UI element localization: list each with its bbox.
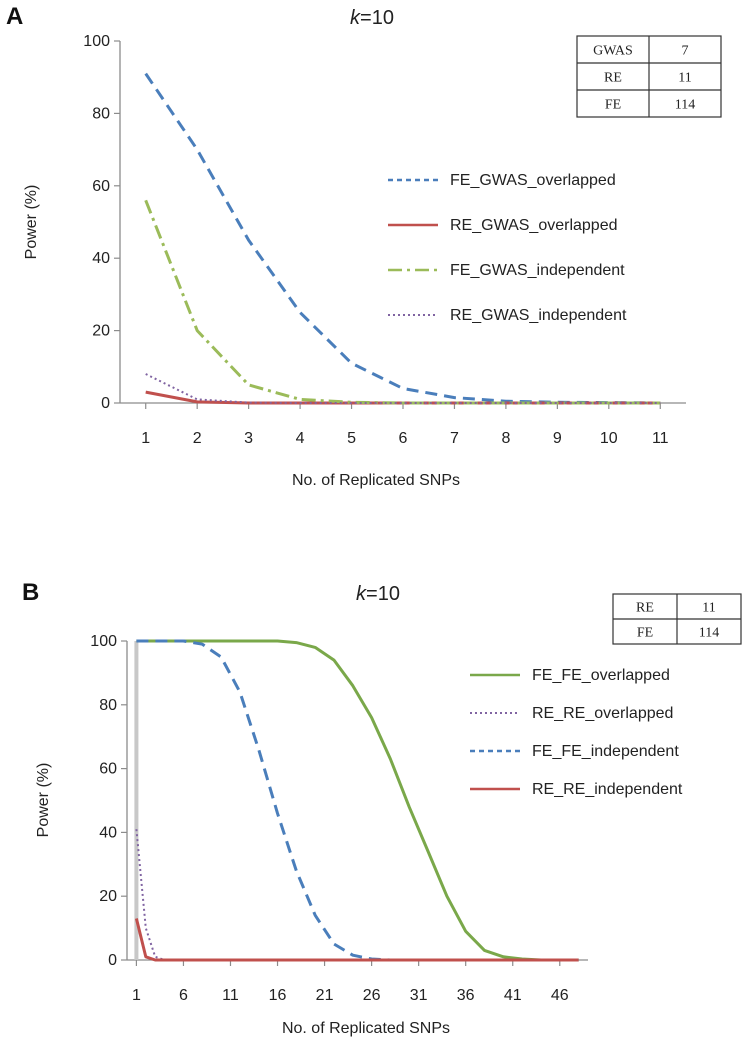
panel-b-legend-label: FE_FE_overlapped (532, 667, 670, 684)
panel-a-letter: A (6, 3, 23, 30)
panel-a-x-tick-label: 2 (193, 430, 202, 447)
panel-a-x-tick-label: 8 (501, 430, 510, 447)
panel-a-table-cell-label: RE (604, 71, 622, 86)
panel-b-x-tick-label: 46 (551, 987, 569, 1004)
panel-a-legend-label: FE_GWAS_independent (450, 262, 625, 279)
panel-b-x-tick-label: 21 (316, 987, 334, 1004)
panel-a-y-tick-label: 40 (92, 250, 110, 267)
panel-a-series-fe-gwas-independent (144, 199, 661, 405)
panel-a-x-tick-label: 10 (600, 430, 618, 447)
panel-b-title-k: k (356, 583, 367, 605)
panel-b-legend-label: FE_FE_independent (532, 743, 679, 760)
panel-b-x-tick-label: 11 (222, 987, 239, 1004)
panel-b-x-tick-label: 41 (504, 987, 522, 1004)
panel-a-y-tick-label: 0 (101, 395, 110, 412)
panel-b-x-tick-label: 6 (179, 987, 188, 1004)
panel-b-table-cell-label: FE (637, 626, 653, 641)
panel-b-table-cell-value: 114 (699, 626, 719, 641)
panel-b-legend-label: RE_RE_overlapped (532, 705, 673, 722)
panel-a-y-tick-label: 60 (92, 178, 110, 195)
panel-a-legend-label: RE_GWAS_overlapped (450, 217, 618, 234)
panel-a-series-fe-gwas-overlapped (144, 72, 661, 405)
panel-a-title-value: =10 (360, 7, 394, 29)
panel-a-y-tick-label: 20 (92, 323, 110, 340)
panel-b-series-re-re-overlapped (135, 829, 579, 961)
panel-b-title-value: =10 (366, 583, 400, 605)
panel-b-y-tick-label: 20 (99, 888, 117, 905)
panel-b-x-tick-label: 36 (457, 987, 475, 1004)
panel-a-legend-label: RE_GWAS_independent (450, 307, 627, 324)
panel-a-table-cell-value: 7 (682, 44, 689, 59)
panel-a-table-cell-value: 114 (675, 98, 695, 113)
panel-a-x-tick-label: 11 (652, 430, 669, 447)
panel-b-table-cell-value: 11 (702, 601, 715, 616)
panel-b-y-tick-label: 100 (90, 633, 117, 650)
panel-a-x-tick-label: 6 (399, 430, 408, 447)
panel-b-y-tick-label: 0 (108, 952, 117, 969)
panel-a-x-tick-label: 9 (553, 430, 562, 447)
panel-a-legend-label: FE_GWAS_overlapped (450, 172, 616, 189)
panel-b-y-tick-label: 40 (99, 824, 117, 841)
panel-a-x-axis-label: No. of Replicated SNPs (292, 472, 460, 489)
panel-b-x-axis-label: No. of Replicated SNPs (282, 1020, 450, 1037)
panel-a-table-cell-value: 11 (678, 71, 691, 86)
panel-a-x-tick-label: 4 (296, 430, 305, 447)
panel-a-y-tick-label: 80 (92, 105, 110, 122)
panel-b-x-tick-label: 1 (132, 987, 141, 1004)
panel-a-title: k=10 (350, 7, 394, 29)
panel-b-title: k=10 (356, 583, 400, 605)
panel-a-table-cell-label: GWAS (593, 44, 633, 59)
panel-a-title-k: k (350, 7, 361, 29)
panel-a-x-tick-label: 5 (347, 430, 356, 447)
panel-b-y-axis-label: Power (%) (35, 763, 52, 838)
panel-b-x-tick-label: 26 (363, 987, 381, 1004)
panel-b-x-tick-label: 31 (410, 987, 428, 1004)
panel-b-table-cell-label: RE (636, 601, 654, 616)
panel-b-letter: B (22, 579, 39, 606)
panel-a-y-tick-label: 100 (83, 33, 110, 50)
panel-a-series-re-gwas-independent (145, 373, 661, 404)
panel-b-legend-label: RE_RE_independent (532, 781, 683, 798)
panel-a-table-cell-label: FE (605, 98, 621, 113)
panel-b-series-re-re-independent (134, 918, 579, 962)
panel-b-series-fe-fe-independent (136, 639, 579, 962)
panel-b-y-tick-label: 80 (99, 697, 117, 714)
panel-b-series-fe-fe-overlapped (136, 639, 579, 962)
panel-b-y-tick-label: 60 (99, 761, 117, 778)
panel-b-x-tick-label: 16 (269, 987, 287, 1004)
panel-a-y-axis-label: Power (%) (23, 185, 40, 260)
panel-a-x-tick-label: 3 (244, 430, 253, 447)
panel-a-x-tick-label: 7 (450, 430, 459, 447)
panel-a-x-tick-label: 1 (141, 430, 150, 447)
